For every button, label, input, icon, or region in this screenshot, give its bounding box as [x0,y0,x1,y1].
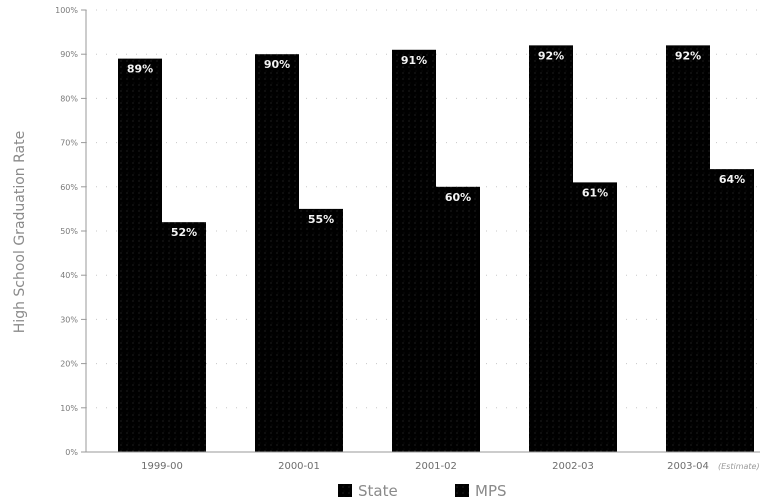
bar-value-label: 92% [675,49,701,62]
legend-label: State [358,482,398,500]
legend-item-mps: MPS [455,482,507,500]
bar-mps-1999-00 [162,222,206,452]
y-tick-label: 40% [60,271,78,280]
bar-value-label: 89% [127,63,153,76]
bar-value-label: 64% [719,173,745,186]
bar-state-2000-01 [255,54,299,452]
labels: 0% 10% 20% 30% 40% 50% 60% 70% 80% 90% 100% 89% 52% 1… [55,6,759,472]
bar-rect [529,45,573,453]
y-tick-label: 30% [60,315,78,324]
bar-value-label: 61% [582,186,608,199]
y-tick-label: 60% [60,183,78,192]
y-tick-label: 0% [65,448,78,457]
bar-rect [118,58,162,453]
bar-rect [162,222,206,452]
bar-state-1999-00 [118,58,162,453]
bar-rect [666,45,710,453]
y-tick-label: 90% [60,50,78,59]
bar-rect [255,54,299,452]
bar-mps-2002-03 [573,182,617,452]
bar-value-label: 52% [171,226,197,239]
bar-value-label: 91% [401,54,427,67]
y-tick-label: 100% [55,6,78,15]
bars [118,45,754,453]
x-tick-label: 2002-03 [552,461,594,472]
y-tick-label: 70% [60,139,78,148]
bar-state-2001-02 [392,49,436,452]
x-tick-label: 2003-04 [667,461,709,472]
y-tick-label: 50% [60,227,78,236]
bar-rect [299,208,343,452]
legend: State MPS [338,482,507,500]
x-tick-label: 2001-02 [415,461,457,472]
x-tick-label: 1999-00 [141,461,183,472]
bar-state-2002-03 [529,45,573,453]
legend-label: MPS [475,482,507,500]
bar-rect [710,169,754,452]
bar-mps-2001-02 [436,186,480,453]
bar-mps-2003-04 [710,169,754,452]
y-tick-label: 20% [60,360,78,369]
bar-state-2003-04 [666,45,710,453]
y-tick-label: 10% [60,404,78,413]
bar-value-label: 90% [264,58,290,71]
legend-swatch [338,484,352,497]
y-tick-label: 80% [60,94,78,103]
bar-value-label: 55% [308,213,334,226]
axes [81,9,760,453]
bar-value-label: 60% [445,191,471,204]
legend-swatch [455,484,469,497]
legend-item-state: State [338,482,398,500]
bar-rect [436,186,480,453]
x-tick-label: 2000-01 [278,461,320,472]
y-axis-title: High School Graduation Rate [12,131,28,333]
bar-rect [573,182,617,452]
bar-mps-2000-01 [299,208,343,452]
bar-value-label: 92% [538,49,564,62]
x-tick-note: (Estimate) [718,462,760,471]
bar-rect [392,49,436,452]
